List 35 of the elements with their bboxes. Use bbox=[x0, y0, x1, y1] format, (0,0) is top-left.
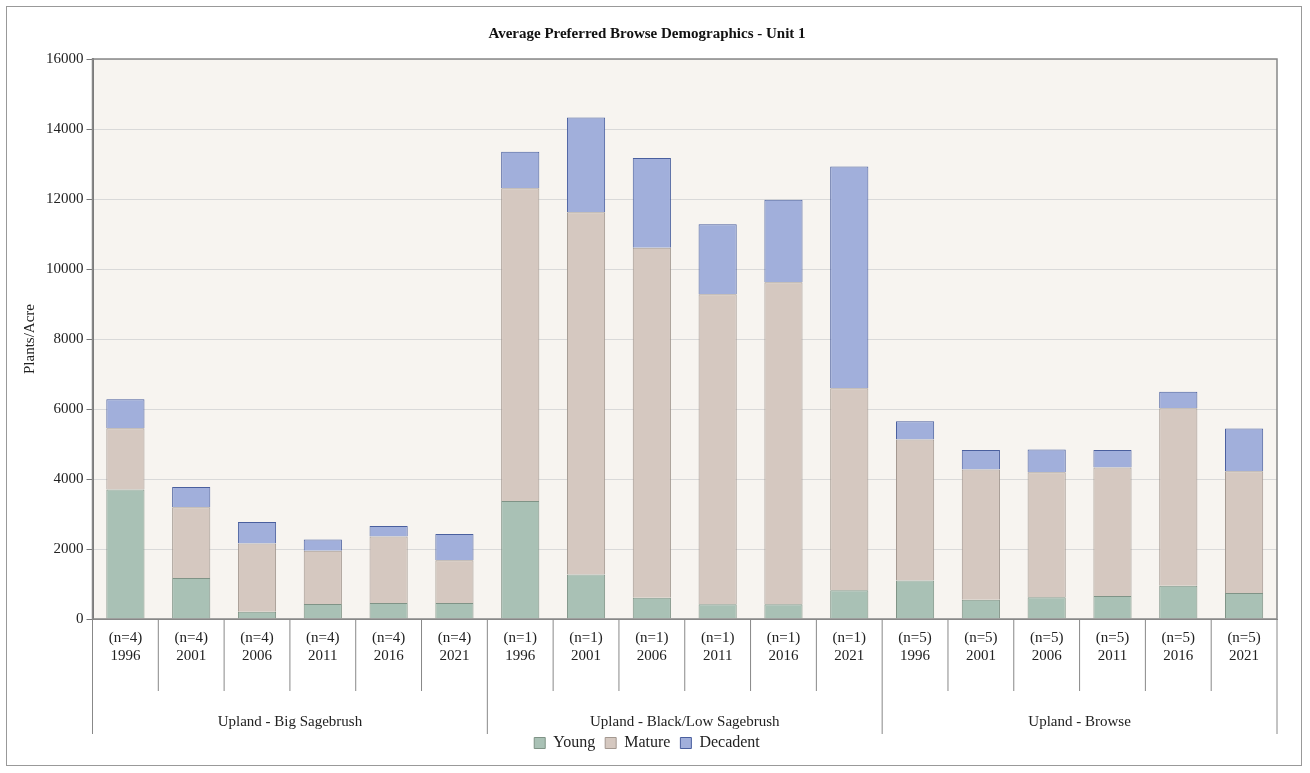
legend-label: Decadent bbox=[699, 733, 761, 751]
y-tick-label: 6000 bbox=[53, 399, 84, 416]
y-tick-label: 4000 bbox=[53, 469, 84, 486]
x-tick-label: (n=4) 2011 bbox=[306, 628, 340, 663]
x-tick-label: (n=5) 2011 bbox=[1095, 628, 1130, 663]
x-tick-label: (n=4) 2001 bbox=[174, 628, 208, 663]
y-tick-label: 0 bbox=[76, 609, 84, 626]
legend-label: Mature bbox=[624, 733, 671, 751]
x-tick-label: (n=5) 2021 bbox=[1227, 628, 1261, 663]
x-tick-label: (n=5) 1996 bbox=[898, 628, 932, 663]
y-tick-label: 8000 bbox=[53, 329, 84, 346]
y-tick-label: 14000 bbox=[46, 119, 84, 136]
x-tick-label: (n=4) 2016 bbox=[371, 628, 406, 663]
x-tick-label: (n=1) 1996 bbox=[503, 628, 537, 663]
y-tick-label: 16000 bbox=[46, 49, 84, 66]
text: Upland - Black/Low Sagebrush bbox=[589, 712, 781, 729]
y-tick-label: 12000 bbox=[46, 189, 84, 206]
x-tick-label: (n=4) 2006 bbox=[240, 628, 274, 663]
chart-title: Average Preferred Browse Demographics - Unit 1 bbox=[488, 24, 806, 41]
y-axis-title: Plants/Acre bbox=[20, 303, 37, 374]
text: Upland - Big Sagebrush bbox=[217, 712, 363, 729]
x-tick-label: (n=1) 2006 bbox=[635, 628, 669, 663]
x-tick-label: (n=1) 2011 bbox=[700, 628, 735, 663]
x-tick-label: (n=4) 2021 bbox=[437, 628, 472, 663]
x-tick-label: (n=1) 2021 bbox=[832, 628, 866, 663]
x-tick-label: (n=1) 2001 bbox=[569, 628, 603, 663]
x-tick-label: (n=5) 2001 bbox=[964, 628, 998, 663]
text: Upland - Browse bbox=[1028, 712, 1132, 729]
x-tick-label: (n=5) 2016 bbox=[1161, 628, 1196, 663]
x-tick-label: (n=4) 1996 bbox=[108, 628, 143, 663]
x-tick-label: (n=5) 2006 bbox=[1029, 628, 1064, 663]
legend-label: Young bbox=[553, 733, 596, 752]
y-tick-label: 2000 bbox=[53, 539, 84, 556]
x-tick-label: (n=1) 2016 bbox=[766, 628, 801, 663]
y-tick-label: 10000 bbox=[46, 259, 84, 276]
